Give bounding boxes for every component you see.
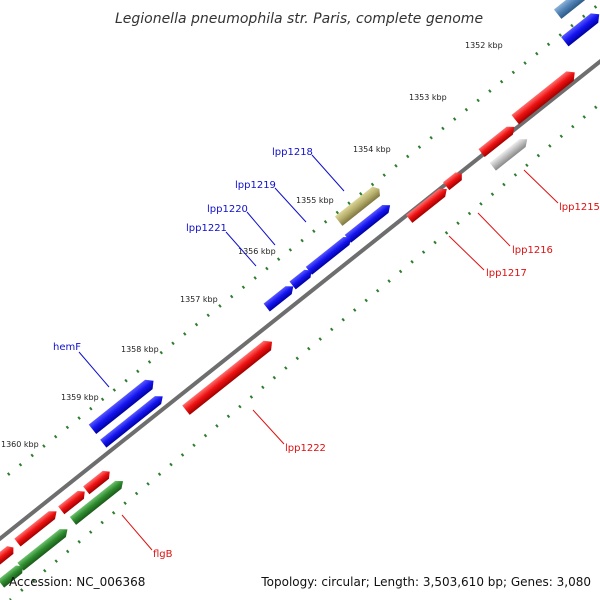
scale-tick-row-outer	[0, 1, 600, 483]
scale-tick-row-inner	[9, 101, 600, 600]
gene-lpp1219	[344, 205, 391, 243]
leader-lpp1217	[448, 235, 485, 271]
gene-lpp1218	[334, 186, 380, 226]
gene-flgB	[69, 480, 124, 525]
scale-label-1356: 1356 kbp	[238, 247, 276, 256]
gene-lpp1215-pseudo	[489, 139, 528, 171]
gene-flg-6	[0, 565, 23, 588]
scale-label-1358: 1358 kbp	[121, 345, 159, 354]
gene-lpp1216	[443, 172, 462, 191]
label-lpp1218: lpp1218	[272, 147, 313, 158]
scale-label-1352: 1352 kbp	[465, 41, 503, 50]
label-hemF: hemF	[53, 342, 81, 353]
leader-lpp1215	[523, 169, 559, 204]
gene-flg-3	[14, 511, 57, 547]
label-lpp1221: lpp1221	[186, 223, 227, 234]
scale-label-1354: 1354 kbp	[353, 145, 391, 154]
gene-lpp1221a	[289, 269, 312, 290]
scale-label-1360: 1360 kbp	[1, 440, 39, 449]
map-title: Legionella pneumophila str. Paris, compl…	[115, 11, 483, 27]
label-lpp1215: lpp1215	[559, 202, 600, 213]
leader-flgB	[121, 514, 153, 551]
gene-hemF-2	[100, 396, 163, 448]
scale-label-1357: 1357 kbp	[180, 295, 218, 304]
label-lpp1222: lpp1222	[285, 443, 326, 454]
label-flgB: flgB	[153, 549, 173, 560]
label-lpp1219: lpp1219	[235, 180, 276, 191]
reverse-strand-genes	[182, 71, 575, 415]
leader-lpp1221	[225, 231, 257, 267]
scale-label-1355: 1355 kbp	[296, 196, 334, 205]
gene-flg-1	[83, 470, 110, 495]
label-lpp1220: lpp1220	[207, 204, 248, 215]
gene-flg-2	[58, 490, 85, 515]
leader-lpp1219	[274, 187, 307, 223]
genome-backbone	[0, 58, 600, 542]
gene-edge-top-2	[561, 13, 600, 47]
gene-lpp1217	[406, 188, 447, 223]
gene-lpp1221	[263, 286, 294, 312]
label-lpp1216: lpp1216	[512, 245, 553, 256]
gene-lpp1215	[478, 126, 515, 157]
leader-hemF	[78, 351, 110, 388]
gene-lpp1222	[182, 340, 273, 415]
leader-lpp1222	[252, 409, 285, 445]
topology-text: Topology: circular; Length: 3,503,610 bp…	[260, 575, 591, 589]
gene-hemF	[88, 379, 154, 434]
leader-lpp1218	[311, 154, 345, 192]
scale-label-1359: 1359 kbp	[61, 393, 99, 402]
scale-label-1353: 1353 kbp	[409, 93, 447, 102]
leader-lpp1216	[477, 212, 511, 247]
gene-lpp1214	[511, 71, 575, 125]
label-lpp1217: lpp1217	[486, 268, 527, 279]
gene-flg-5	[0, 546, 14, 567]
gene-edge-top-1	[553, 0, 599, 19]
gene-flg-4	[17, 529, 68, 571]
gene-lpp1220	[305, 237, 352, 275]
leader-lpp1220	[246, 211, 276, 246]
accession-text: Accession: NC_006368	[9, 575, 145, 589]
